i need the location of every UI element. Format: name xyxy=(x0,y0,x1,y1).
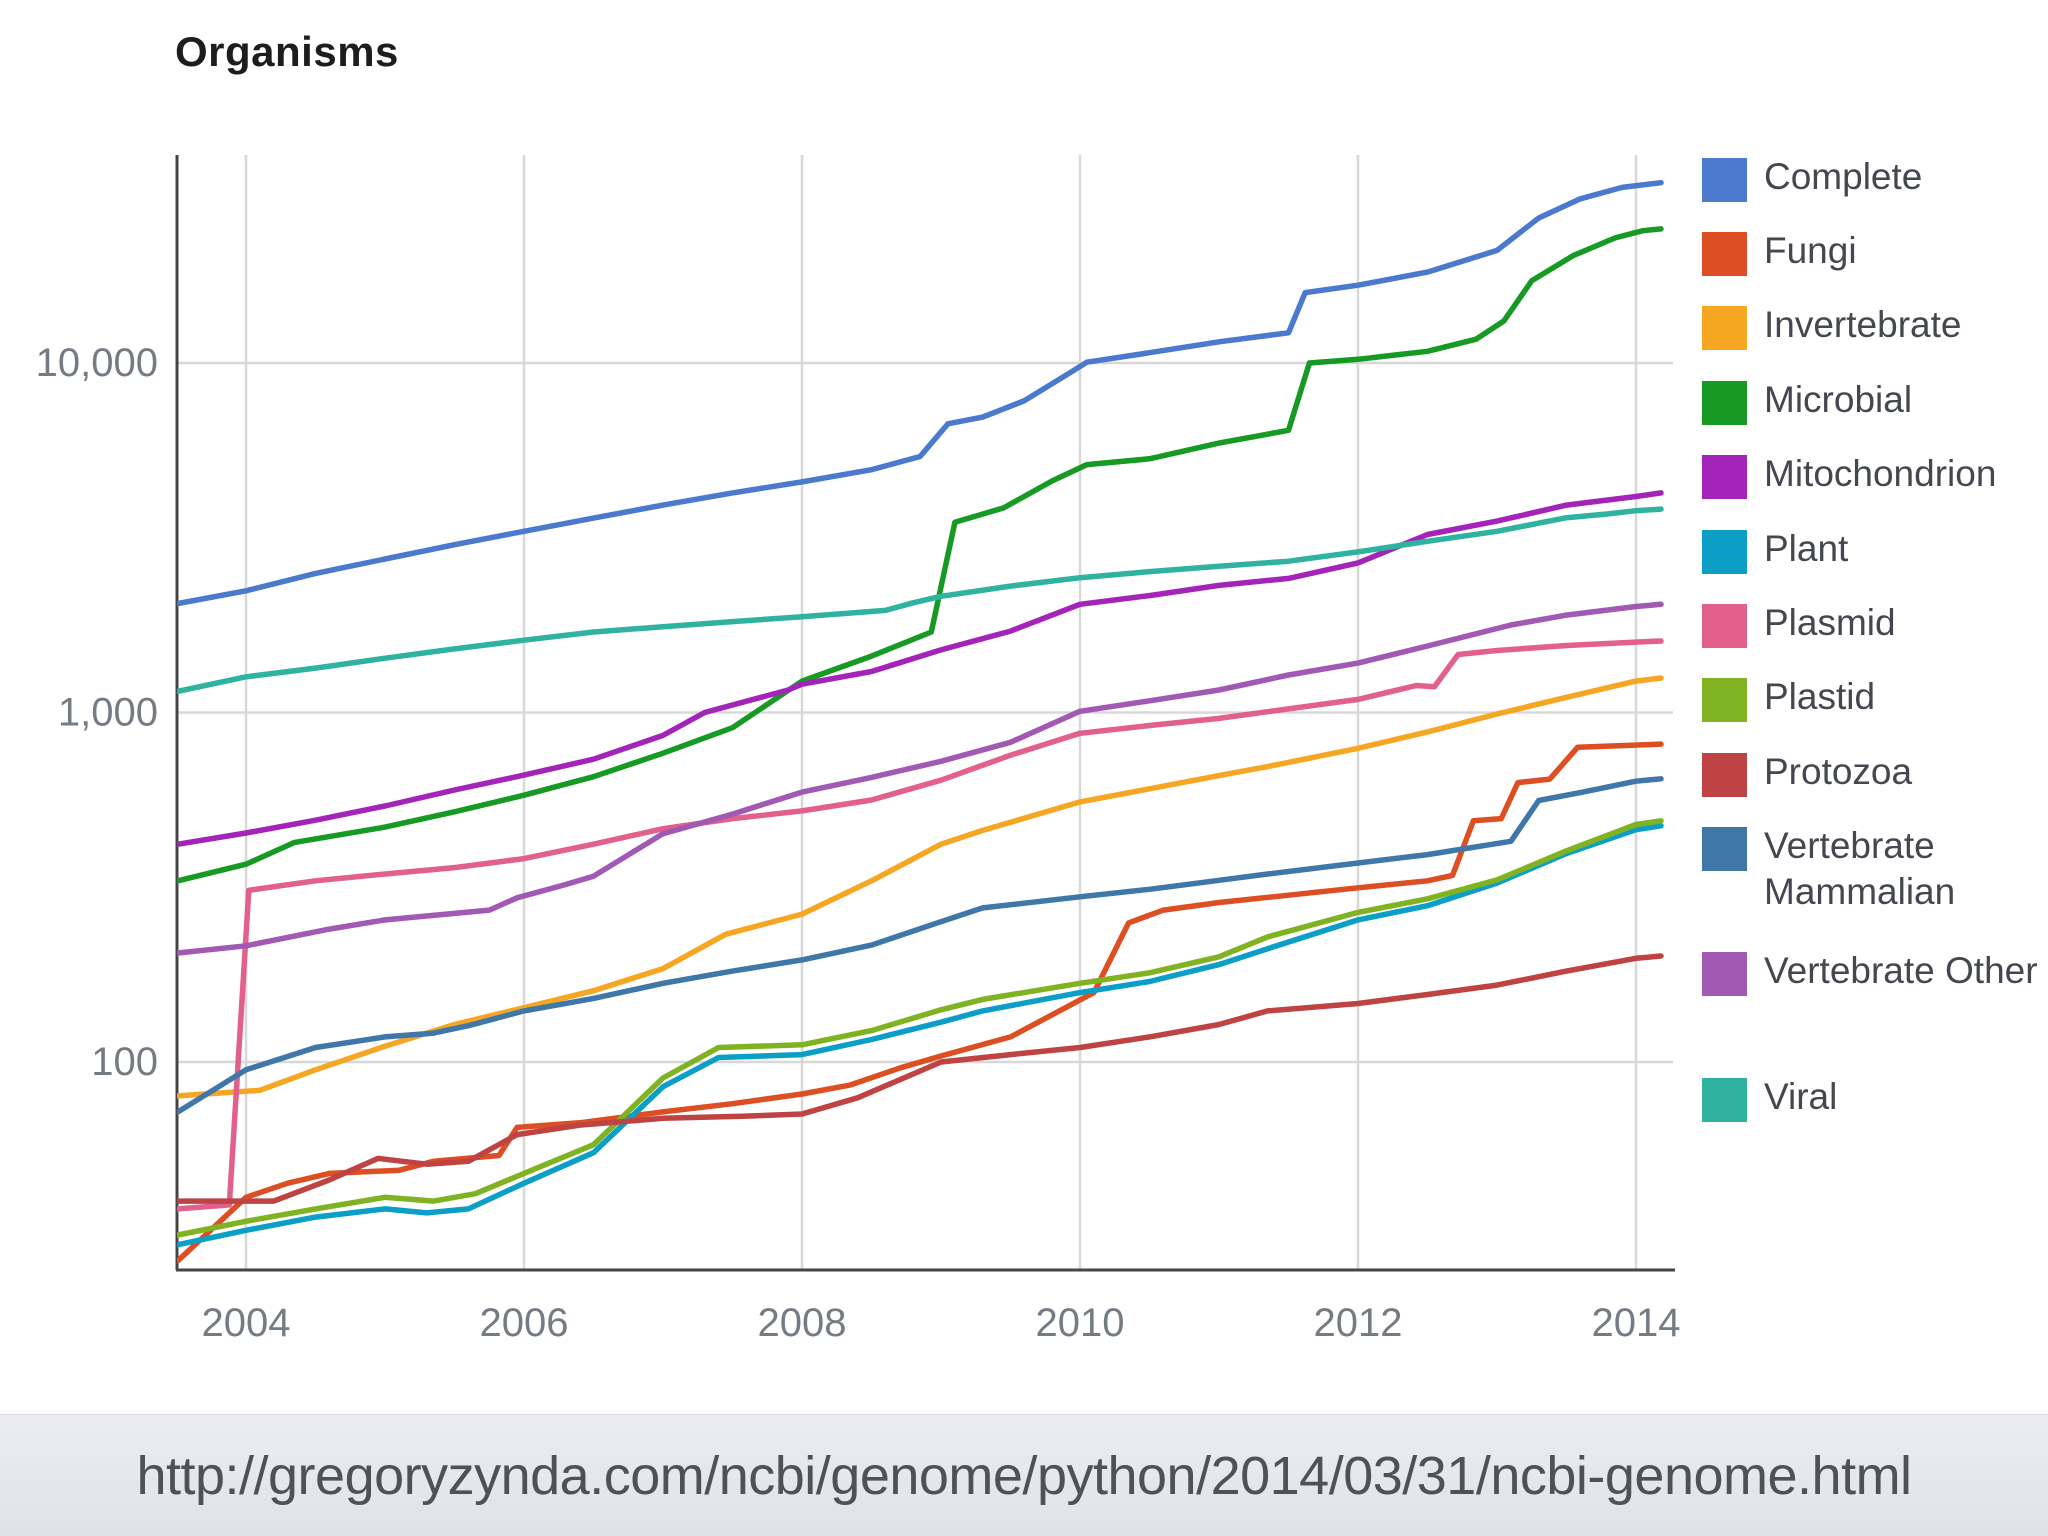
series-line-microbial xyxy=(177,226,1664,884)
source-url[interactable]: http://gregoryzynda.com/ncbi/genome/pyth… xyxy=(136,1446,1912,1506)
x-tick-label: 2014 xyxy=(1592,1301,1681,1345)
chart-title: Organisms xyxy=(175,28,399,75)
series-group xyxy=(177,179,1664,1264)
series-line-viral xyxy=(177,506,1664,695)
x-tick-label: 2004 xyxy=(202,1301,291,1345)
series-line-plasmid xyxy=(177,638,1664,1212)
y-tick-label: 1,000 xyxy=(58,691,158,735)
y-tick-label: 100 xyxy=(91,1040,158,1084)
series-line-vertebrate-mammalian xyxy=(177,776,1664,1115)
series-line-complete xyxy=(177,179,1664,607)
series-line-plant xyxy=(177,823,1664,1248)
x-tick-label: 2008 xyxy=(758,1301,847,1345)
x-tick-label: 2006 xyxy=(480,1301,569,1345)
x-tick-label: 2010 xyxy=(1036,1301,1125,1345)
x-tick-label: 2012 xyxy=(1314,1301,1403,1345)
series-line-protozoa xyxy=(177,953,1664,1204)
series-line-plastid xyxy=(177,818,1664,1238)
footer-url-bar: http://gregoryzynda.com/ncbi/genome/pyth… xyxy=(0,1414,2048,1536)
series-line-mitochondrion xyxy=(177,490,1664,847)
y-tick-label: 10,000 xyxy=(36,341,158,385)
series-line-vertebrate-other xyxy=(177,601,1664,956)
